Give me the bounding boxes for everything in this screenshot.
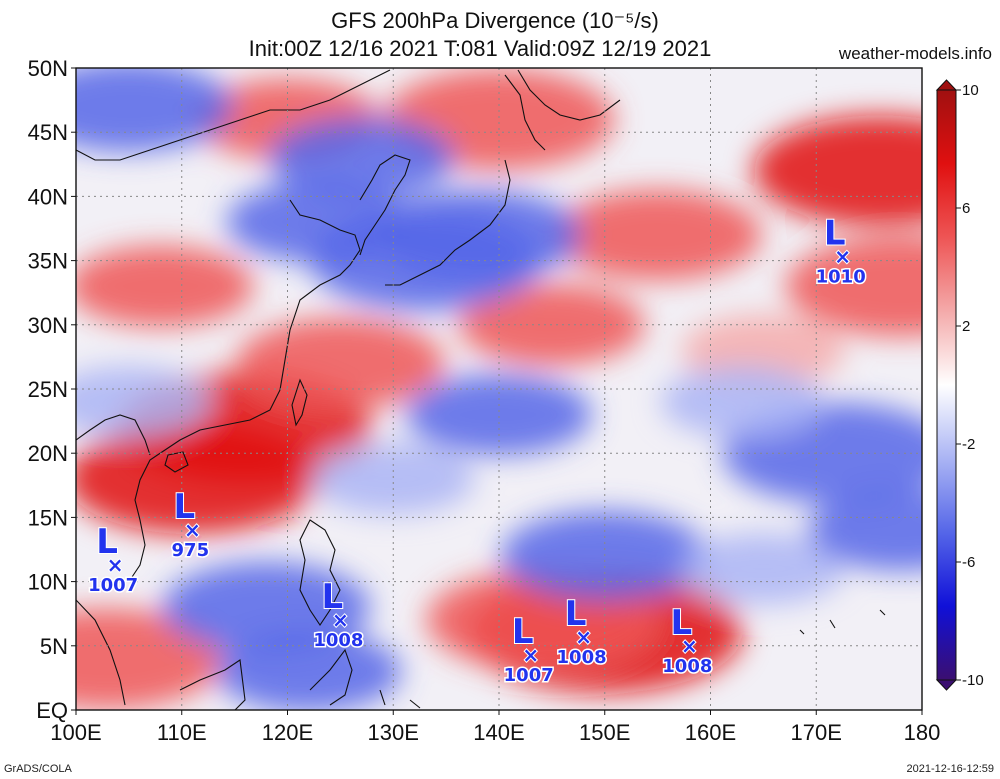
colorbar-tick-label: 2 [962, 318, 970, 335]
low-L-symbol: L [96, 522, 118, 562]
low-L-symbol: L [322, 577, 344, 617]
low-center-x: × [107, 553, 124, 577]
colorbar-tick-label: -2 [962, 436, 975, 453]
field-blob [660, 366, 824, 438]
low-marker: L×1010 [814, 213, 867, 289]
low-L-symbol: L [565, 594, 587, 634]
coastlines [76, 69, 886, 710]
low-pressure-label: 1007 [88, 575, 138, 596]
map-title: GFS 200hPa Divergence (10⁻⁵/s) [331, 8, 659, 33]
low-marker: L×1007 [87, 521, 140, 598]
field-blob [681, 533, 845, 605]
colorbar-ticks: 10 6 2 -2 -6 -10 [956, 82, 984, 689]
low-marker: L×1008 [312, 576, 365, 653]
lat-label: 35N [28, 249, 68, 274]
low-pressure-label: 1010 [816, 267, 866, 288]
lon-label: 130E [368, 720, 419, 745]
field-blob [76, 245, 254, 327]
field-blob [226, 181, 413, 263]
plot-area [76, 68, 922, 710]
lon-label: 100E [50, 720, 101, 745]
colorbar-tick-label: -6 [962, 554, 975, 571]
low-marker: L×1008 [661, 602, 714, 679]
lat-label: 45N [28, 120, 68, 145]
field-blob [162, 561, 371, 653]
gridlines [76, 68, 922, 710]
lat-label: EQ [36, 698, 68, 723]
field-blob [808, 489, 922, 571]
low-marker: L×1008 [555, 593, 608, 670]
low-pressure-label: 1008 [662, 656, 712, 677]
field-blob [76, 366, 211, 438]
field-blob [215, 630, 402, 710]
lon-label: 150E [579, 720, 630, 745]
low-L-symbol: L [671, 603, 693, 643]
lat-label: 30N [28, 313, 68, 338]
low-pressure-label: 1008 [313, 630, 363, 651]
lon-label: 140E [473, 720, 524, 745]
lon-label: 170E [791, 720, 842, 745]
lat-label: 50N [28, 56, 68, 81]
colorbar-bottom-arrow [935, 679, 958, 691]
low-center-x: × [184, 518, 201, 542]
colorbar-tick-label: -10 [962, 672, 984, 689]
field-blob [311, 443, 475, 515]
lon-label: 110E [157, 720, 207, 745]
lat-label: 40N [28, 184, 68, 209]
colorbar-top-arrow [935, 79, 958, 91]
lat-label: 25N [28, 377, 68, 402]
colorbar-tick-label: 6 [962, 200, 970, 217]
low-pressure-label: 1007 [504, 665, 554, 686]
credit-text: weather-models.info [838, 44, 992, 63]
colorbar-tick-label: 10 [962, 82, 979, 99]
low-L-symbol: L [512, 612, 534, 652]
low-center-x: × [834, 245, 851, 269]
map-subtitle: Init:00Z 12/16 2021 T:081 Valid:09Z 12/1… [248, 36, 712, 61]
lon-label: 160E [685, 720, 736, 745]
lat-label: 5N [40, 634, 68, 659]
lon-label: 120E [262, 720, 313, 745]
low-marker: L×1007 [502, 611, 555, 688]
lon-label: 180 [904, 720, 941, 745]
low-center-x: × [522, 643, 539, 667]
colorbar-scale [936, 89, 957, 681]
field-blob [76, 68, 233, 153]
field-blob [406, 374, 592, 456]
footer-software: GrADS/COLA [4, 763, 72, 775]
field-blob [553, 189, 762, 281]
low-center-x: × [681, 634, 698, 658]
colorbar: 10 6 2 -2 -6 -10 [935, 79, 984, 691]
low-pressure-label: 975 [172, 540, 210, 561]
field-blob [373, 189, 582, 281]
low-center-x: × [575, 625, 592, 649]
lat-label: 15N [28, 505, 68, 530]
low-L-symbol: L [173, 487, 195, 527]
low-center-x: × [332, 608, 349, 632]
field-blob [753, 115, 922, 227]
lat-label: 20N [28, 441, 68, 466]
low-marker: L×975 [170, 486, 211, 563]
field-blob [236, 317, 445, 409]
lat-label: 10N [28, 570, 68, 595]
field-blob [268, 117, 455, 199]
footer-timestamp: 2021-12-16-12:59 [906, 763, 994, 775]
low-L-symbol: L [824, 214, 846, 254]
low-pressure-label: 1008 [557, 647, 607, 668]
